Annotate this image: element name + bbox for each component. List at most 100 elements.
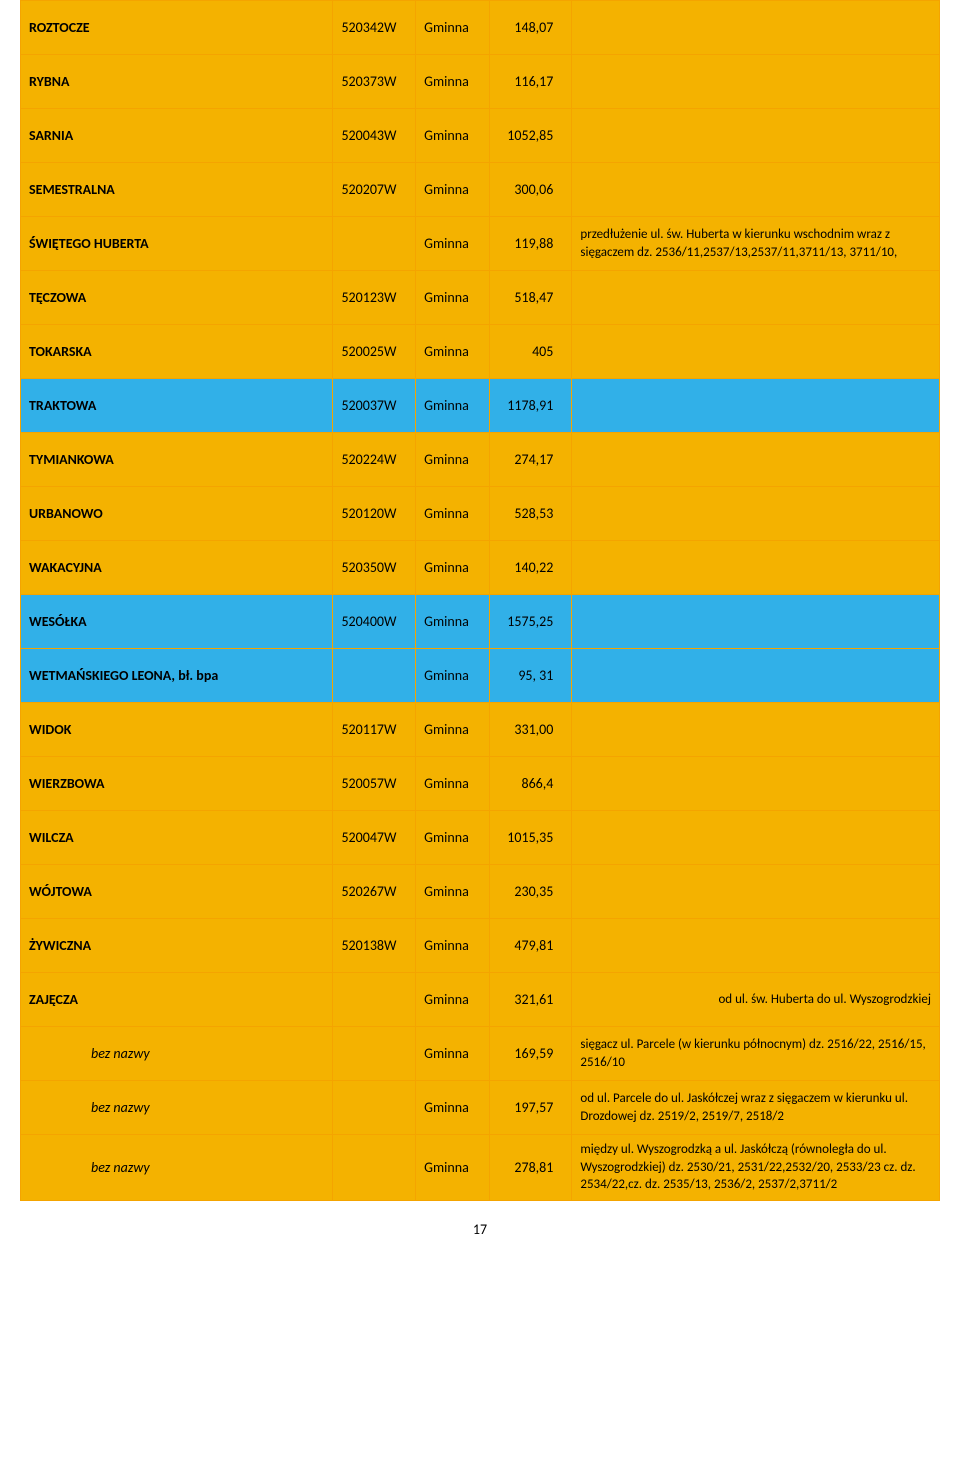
road-value: 169,59 xyxy=(489,1027,572,1081)
road-info xyxy=(572,325,940,379)
road-value: 230,35 xyxy=(489,865,572,919)
road-code xyxy=(333,1081,416,1135)
road-code: 520342W xyxy=(333,1,416,55)
road-code: 520267W xyxy=(333,865,416,919)
road-name: bez nazwy xyxy=(21,1027,333,1081)
road-info xyxy=(572,703,940,757)
road-value: 528,53 xyxy=(489,487,572,541)
road-name: WIERZBOWA xyxy=(21,757,333,811)
road-value: 278,81 xyxy=(489,1135,572,1201)
road-type: Gminna xyxy=(416,1,490,55)
road-type: Gminna xyxy=(416,379,490,433)
road-info xyxy=(572,919,940,973)
table-row: WIERZBOWA520057WGminna866,4 xyxy=(21,757,940,811)
road-type: Gminna xyxy=(416,55,490,109)
table-row: TĘCZOWA520123WGminna518,47 xyxy=(21,271,940,325)
table-row: WAKACYJNA520350WGminna140,22 xyxy=(21,541,940,595)
road-name: TRAKTOWA xyxy=(21,379,333,433)
table-row: bez nazwy Gminna197,57od ul. Parcele do u… xyxy=(21,1081,940,1135)
road-value: 331,00 xyxy=(489,703,572,757)
road-type: Gminna xyxy=(416,973,490,1027)
road-name: WAKACYJNA xyxy=(21,541,333,595)
table-row: URBANOWO520120WGminna528,53 xyxy=(21,487,940,541)
road-name: WÓJTOWA xyxy=(21,865,333,919)
road-value: 1575,25 xyxy=(489,595,572,649)
table-row: WESÓŁKA520400WGminna1575,25 xyxy=(21,595,940,649)
road-code xyxy=(333,649,416,703)
road-info xyxy=(572,487,940,541)
road-type: Gminna xyxy=(416,541,490,595)
road-type: Gminna xyxy=(416,1081,490,1135)
road-value: 866,4 xyxy=(489,757,572,811)
table-row: ŻYWICZNA520138WGminna479,81 xyxy=(21,919,940,973)
road-code: 520350W xyxy=(333,541,416,595)
road-code: 520120W xyxy=(333,487,416,541)
road-info xyxy=(572,757,940,811)
road-name: WILCZA xyxy=(21,811,333,865)
road-type: Gminna xyxy=(416,919,490,973)
road-info xyxy=(572,271,940,325)
road-name: SEMESTRALNA xyxy=(21,163,333,217)
road-info: od ul. św. Huberta do ul. Wyszogrodzkiej xyxy=(572,973,940,1027)
road-info: między ul. Wyszogrodzką a ul. Jaskółczą … xyxy=(572,1135,940,1201)
table-row: ZAJĘCZAGminna321,61od ul. św. Huberta do… xyxy=(21,973,940,1027)
table-row: WILCZA520047WGminna1015,35 xyxy=(21,811,940,865)
road-info xyxy=(572,109,940,163)
road-name: TYMIANKOWA xyxy=(21,433,333,487)
road-code: 520047W xyxy=(333,811,416,865)
road-type: Gminna xyxy=(416,811,490,865)
table-row: RYBNA520373WGminna116,17 xyxy=(21,55,940,109)
road-info xyxy=(572,1,940,55)
roads-table: ROZTOCZE520342WGminna148,07RYBNA520373WG… xyxy=(20,0,940,1201)
road-name: bez nazwy xyxy=(21,1081,333,1135)
road-info xyxy=(572,163,940,217)
road-info xyxy=(572,541,940,595)
road-value: 197,57 xyxy=(489,1081,572,1135)
road-type: Gminna xyxy=(416,487,490,541)
road-type: Gminna xyxy=(416,163,490,217)
road-type: Gminna xyxy=(416,649,490,703)
road-code: 520057W xyxy=(333,757,416,811)
road-code xyxy=(333,217,416,271)
road-type: Gminna xyxy=(416,109,490,163)
road-name: RYBNA xyxy=(21,55,333,109)
road-value: 479,81 xyxy=(489,919,572,973)
road-value: 1178,91 xyxy=(489,379,572,433)
table-row: ŚWIĘTEGO HUBERTAGminna119,88przedłużenie… xyxy=(21,217,940,271)
road-value: 119,88 xyxy=(489,217,572,271)
road-name: URBANOWO xyxy=(21,487,333,541)
road-type: Gminna xyxy=(416,271,490,325)
table-row: TRAKTOWA520037WGminna1178,91 xyxy=(21,379,940,433)
road-name: SARNIA xyxy=(21,109,333,163)
table-row: SEMESTRALNA520207WGminna300,06 xyxy=(21,163,940,217)
road-info xyxy=(572,55,940,109)
road-name: ROZTOCZE xyxy=(21,1,333,55)
table-row: TYMIANKOWA520224WGminna274,17 xyxy=(21,433,940,487)
road-info: sięgacz ul. Parcele (w kierunku północny… xyxy=(572,1027,940,1081)
road-info xyxy=(572,811,940,865)
table-row: ROZTOCZE520342WGminna148,07 xyxy=(21,1,940,55)
table-row: WETMAŃSKIEGO LEONA, bł. bpaGminna95, 31 xyxy=(21,649,940,703)
road-code: 520207W xyxy=(333,163,416,217)
road-value: 274,17 xyxy=(489,433,572,487)
road-type: Gminna xyxy=(416,757,490,811)
road-info: od ul. Parcele do ul. Jaskółczej wraz z … xyxy=(572,1081,940,1135)
road-code: 520224W xyxy=(333,433,416,487)
road-value: 518,47 xyxy=(489,271,572,325)
road-code: 520117W xyxy=(333,703,416,757)
road-info xyxy=(572,379,940,433)
road-info xyxy=(572,865,940,919)
road-type: Gminna xyxy=(416,325,490,379)
road-type: Gminna xyxy=(416,595,490,649)
road-name: ŻYWICZNA xyxy=(21,919,333,973)
road-info: przedłużenie ul. św. Huberta w kierunku … xyxy=(572,217,940,271)
road-name: WIDOK xyxy=(21,703,333,757)
road-value: 148,07 xyxy=(489,1,572,55)
road-value: 1015,35 xyxy=(489,811,572,865)
road-type: Gminna xyxy=(416,1027,490,1081)
road-code: 520138W xyxy=(333,919,416,973)
road-code xyxy=(333,1027,416,1081)
road-name: TĘCZOWA xyxy=(21,271,333,325)
road-code: 520025W xyxy=(333,325,416,379)
road-info xyxy=(572,595,940,649)
